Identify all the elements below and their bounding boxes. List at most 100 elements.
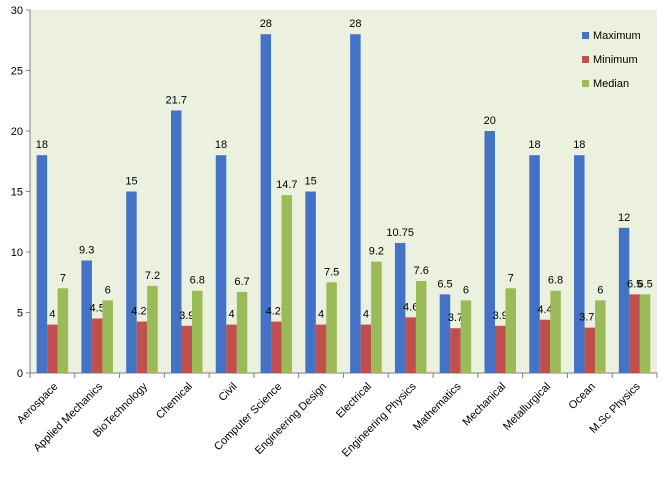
data-label-median: 7.2 [145,270,160,282]
data-label-median: 6.8 [548,275,563,287]
legend-swatch-minimum [582,56,589,63]
data-label-minimum: 4 [228,309,234,321]
legend-label-maximum: Maximum [593,30,641,42]
y-tick-label: 0 [17,368,23,380]
legend-swatch-median [582,80,589,87]
bar-minimum [91,318,103,373]
bar-median [326,282,337,373]
data-label-median: 7 [60,272,66,284]
bar-median [371,261,382,373]
data-label-minimum: 4.6 [403,301,418,313]
y-tick-label: 25 [11,66,23,78]
bar-maximum [215,155,227,373]
legend-swatch-maximum [582,32,589,39]
data-label-minimum: 4.5 [90,303,105,315]
data-label-minimum: 4 [363,309,369,321]
x-category-label: Ocean [567,381,598,412]
x-category-label: Engineering Physics [340,380,419,459]
bar-minimum [136,321,148,373]
data-label-maximum: 18 [528,139,540,151]
bar-median [415,281,427,373]
bar-maximum [439,294,451,373]
bar-maximum [394,242,406,373]
bar-maximum [529,155,540,373]
data-label-median: 6.5 [637,278,652,290]
bar-minimum [271,321,282,373]
data-label-minimum: 6.5 [627,278,642,290]
data-label-minimum: 3.9 [179,310,194,322]
bar-minimum [495,325,506,373]
data-label-minimum: 4 [318,309,324,321]
data-label-maximum: 10.75 [386,227,414,239]
bar-median [639,294,651,373]
data-label-median: 7 [508,272,514,284]
bar-minimum [181,325,192,373]
x-category-label: Electrical [334,381,374,421]
bar-median [460,300,472,373]
y-tick-label: 10 [11,247,23,259]
data-label-median: 7.5 [324,266,339,278]
data-label-maximum: 15 [125,176,137,188]
data-label-maximum: 18 [36,139,48,151]
data-label-maximum: 18 [215,139,227,151]
bar-maximum [126,191,137,373]
data-label-minimum: 3.7 [448,312,463,324]
bar-median [147,285,158,373]
legend-label-median: Median [593,78,629,90]
data-label-minimum: 3.9 [493,310,508,322]
bar-maximum [260,34,272,373]
y-tick-label: 20 [11,126,23,138]
bar-median [102,300,113,373]
data-label-minimum: 4 [49,309,55,321]
data-label-minimum: 4.4 [537,304,552,316]
y-tick-label: 15 [11,187,23,199]
bar-median [236,291,248,373]
bar-median [281,195,293,373]
x-category-label: Metallurgical [501,381,553,433]
data-label-maximum: 28 [349,18,361,30]
data-label-maximum: 9.3 [79,244,94,256]
bar-minimum [629,294,640,373]
bar-maximum [81,260,92,373]
bar-maximum [305,191,316,373]
plot-area [30,10,657,373]
bar-minimum [584,327,596,373]
y-tick-label: 5 [17,308,23,320]
bar-maximum [171,110,182,374]
bar-minimum [405,317,416,373]
bar-median [192,290,203,373]
bar-median [595,300,606,373]
data-label-maximum: 20 [484,115,496,127]
bar-minimum [315,324,327,373]
bar-maximum [350,34,361,373]
data-label-median: 6 [463,284,469,296]
x-category-label: Chemical [154,381,195,422]
data-label-maximum: 21.7 [166,94,187,106]
bar-minimum [47,324,58,373]
bar-minimum [539,319,551,373]
data-label-median: 6 [597,284,603,296]
data-label-maximum: 15 [304,176,316,188]
bar-maximum [36,155,48,373]
data-label-maximum: 28 [260,18,272,30]
data-label-maximum: 6.5 [437,278,452,290]
data-label-median: 9.2 [369,246,384,258]
bar-median [57,288,69,373]
bar-minimum [360,324,372,373]
data-label-maximum: 18 [573,139,585,151]
y-tick-label: 30 [11,5,23,17]
bar-maximum [618,227,630,373]
x-category-label: Mechanical [461,381,509,429]
bar-median [505,288,516,373]
data-label-median: 6 [105,284,111,296]
bar-minimum [226,324,237,373]
bar-minimum [450,328,461,373]
data-label-median: 6.7 [234,276,249,288]
bar-maximum [574,155,585,373]
data-label-median: 7.6 [414,265,429,277]
legend-label-minimum: Minimum [593,54,638,66]
data-label-maximum: 12 [618,212,630,224]
bar-median [550,290,561,373]
x-category-label: Mathematics [411,380,464,433]
